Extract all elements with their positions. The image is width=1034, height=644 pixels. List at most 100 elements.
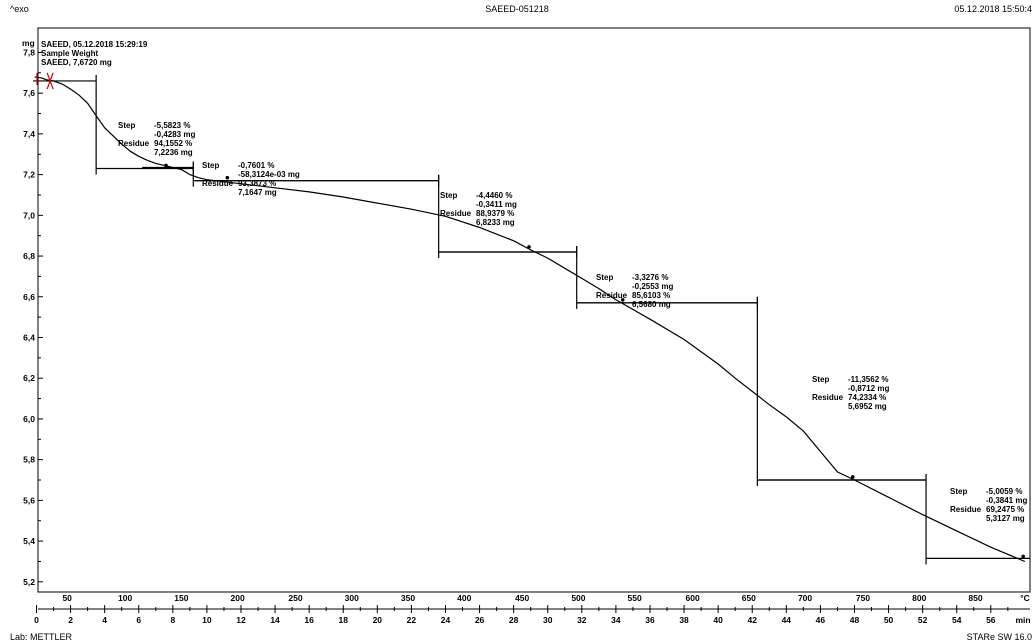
- temp-axis-unit: °C: [1020, 593, 1030, 603]
- step-marker: [225, 175, 230, 180]
- time-tick-label: 30: [543, 615, 553, 625]
- step-marker: [620, 298, 625, 302]
- time-tick-label: 38: [679, 615, 689, 625]
- time-tick-label: 0: [34, 615, 39, 625]
- temp-tick-label: 450: [515, 593, 529, 603]
- y-tick-label: 5,4: [23, 536, 35, 546]
- time-tick-label: 56: [986, 615, 996, 625]
- time-tick-label: 28: [509, 615, 519, 625]
- temp-tick-label: 650: [742, 593, 756, 603]
- residue-mg: 7,2236 mg: [154, 148, 193, 157]
- chart-title: SAEED-051218: [485, 4, 549, 14]
- time-tick-label: 6: [136, 615, 141, 625]
- time-tick-label: 24: [441, 615, 451, 625]
- timestamp: 05.12.2018 15:50:4: [954, 4, 1032, 14]
- step-label: Step: [812, 375, 829, 384]
- step-mg: -0,4283 mg: [154, 130, 195, 139]
- temp-tick-label: 600: [685, 593, 699, 603]
- time-tick-label: 18: [339, 615, 349, 625]
- time-tick-label: 20: [373, 615, 383, 625]
- residue-label: Residue: [118, 139, 150, 148]
- y-tick-label: 6,2: [23, 373, 35, 383]
- step-percent: -5,0059 %: [986, 487, 1022, 496]
- time-tick-label: 2: [68, 615, 73, 625]
- step-marker: [850, 475, 855, 479]
- step-percent: -0,7601 %: [238, 161, 274, 170]
- step-mg: -58,3124e-03 mg: [238, 170, 300, 179]
- temp-tick-label: 300: [345, 593, 359, 603]
- residue-percent: 94,1552 %: [154, 139, 192, 148]
- curve-layer: [34, 72, 1026, 563]
- temp-tick-label: 800: [912, 593, 926, 603]
- time-tick-label: 54: [952, 615, 962, 625]
- time-tick-label: 10: [202, 615, 212, 625]
- y-tick-label: 7,4: [23, 129, 35, 139]
- time-tick-label: 32: [577, 615, 587, 625]
- residue-mg: 5,3127 mg: [986, 514, 1025, 523]
- plot-frame: [37, 27, 1031, 593]
- y-tick-label: 7,0: [23, 210, 35, 220]
- residue-label: Residue: [950, 505, 982, 514]
- step-marker: [1021, 554, 1025, 559]
- residue-mg: 6,8233 mg: [476, 218, 515, 227]
- y-tick-label: 5,2: [23, 577, 35, 587]
- time-tick-label: 14: [270, 615, 280, 625]
- step-mg: -0,8712 mg: [848, 384, 889, 393]
- software-label: STARe SW 16.0: [966, 632, 1032, 642]
- residue-percent: 74,2334 %: [848, 393, 886, 402]
- residue-percent: 93,3873 %: [238, 179, 276, 188]
- residue-mg: 5,6952 mg: [848, 402, 887, 411]
- time-tick-label: 36: [645, 615, 655, 625]
- step-percent: -5,5823 %: [154, 121, 190, 130]
- time-tick-label: 48: [850, 615, 860, 625]
- residue-percent: 69,2475 %: [986, 505, 1024, 514]
- time-tick-label: 44: [782, 615, 792, 625]
- tga-curve: [34, 76, 1026, 563]
- residue-label: Residue: [596, 291, 628, 300]
- temp-tick-label: 400: [457, 593, 471, 603]
- step-label: Step: [118, 121, 135, 130]
- temp-tick-label: 50: [62, 593, 72, 603]
- time-tick-label: 42: [747, 615, 757, 625]
- time-tick-label: 34: [611, 615, 621, 625]
- temp-tick-label: 350: [401, 593, 415, 603]
- step-percent: -4,4460 %: [476, 191, 512, 200]
- time-tick-label: 26: [475, 615, 485, 625]
- y-tick-label: 5,6: [23, 495, 35, 505]
- time-tick-label: 16: [304, 615, 314, 625]
- sample-info-line: Sample Weight: [41, 49, 99, 58]
- residue-mg: 6,5680 mg: [632, 300, 671, 309]
- temp-tick-label: 100: [118, 593, 132, 603]
- step-mg: -0,3841 mg: [986, 496, 1027, 505]
- time-tick-label: 50: [884, 615, 894, 625]
- y-axis-unit: mg: [22, 38, 35, 48]
- step-label: Step: [440, 191, 457, 200]
- temp-tick-label: 550: [628, 593, 642, 603]
- y-tick-label: 7,8: [23, 47, 35, 57]
- step-label: Step: [202, 161, 219, 170]
- temp-tick-label: 500: [571, 593, 585, 603]
- temp-tick-label: 200: [230, 593, 244, 603]
- step-mg: -0,3411 mg: [476, 200, 517, 209]
- start-marker: [46, 72, 54, 90]
- y-tick-label: 7,6: [23, 88, 35, 98]
- step-mg: -0,2553 mg: [632, 282, 673, 291]
- y-tick-label: 7,2: [23, 170, 35, 180]
- temp-tick-label: 250: [288, 593, 302, 603]
- temp-tick-label: 700: [798, 593, 812, 603]
- sample-info-line: SAEED, 7,6720 mg: [41, 58, 112, 67]
- temp-tick-label: 850: [968, 593, 982, 603]
- y-tick-label: 6,4: [23, 332, 35, 342]
- residue-label: Residue: [202, 179, 234, 188]
- step-label: Step: [950, 487, 967, 496]
- step-label: Step: [596, 273, 613, 282]
- sample-info-line: SAEED, 05.12.2018 15:29:19: [41, 40, 148, 49]
- step-percent: -3,3276 %: [632, 273, 668, 282]
- y-tick-label: 5,8: [23, 455, 35, 465]
- lab-label: Lab: METTLER: [10, 632, 73, 642]
- time-tick-label: 8: [170, 615, 175, 625]
- time-tick-label: 22: [407, 615, 417, 625]
- y-tick-label: 6,6: [23, 292, 35, 302]
